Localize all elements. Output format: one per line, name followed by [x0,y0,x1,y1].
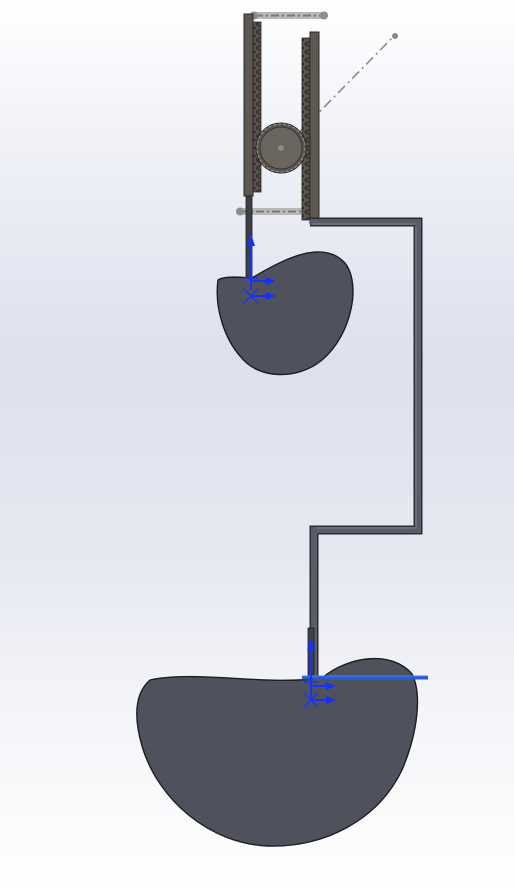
connecting-link[interactable] [309,217,423,676]
cam-small[interactable] [216,251,354,376]
rack-left[interactable] [243,13,262,197]
top-slot-guide [250,11,328,20]
rack-right[interactable] [301,31,320,225]
lower-coordinate-triad [303,638,336,708]
pinion-gear[interactable] [255,122,307,174]
upper-coordinate-triad [243,234,276,304]
lower-contact-line [302,675,428,680]
cam-large[interactable] [136,657,419,847]
reference-axis-line [281,33,398,151]
